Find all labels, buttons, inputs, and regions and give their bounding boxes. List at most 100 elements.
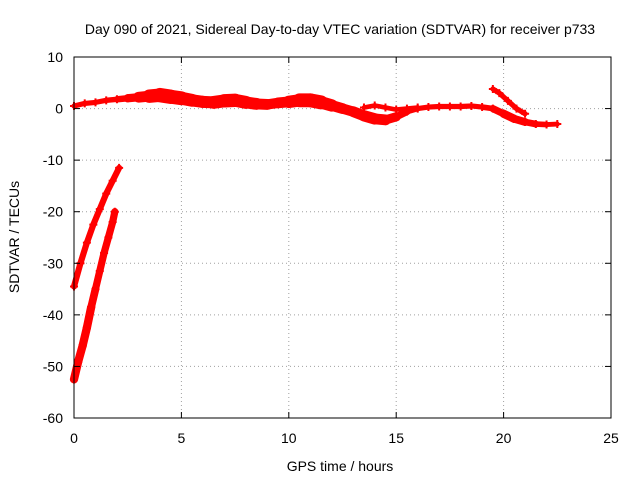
data-point	[295, 96, 304, 105]
data-point	[82, 323, 91, 332]
data-point	[402, 104, 411, 113]
plot-frame	[73, 56, 612, 419]
y-tick-label: -10	[43, 152, 63, 168]
data-point	[370, 114, 379, 123]
data-point	[445, 102, 454, 111]
series-late-spike-branch	[488, 84, 530, 118]
data-point	[531, 120, 540, 129]
data-point	[231, 96, 240, 105]
data-point	[359, 103, 368, 112]
data-point	[115, 163, 124, 172]
data-point	[78, 341, 87, 350]
series-segment	[70, 260, 84, 290]
data-point	[370, 101, 379, 110]
data-point	[108, 218, 117, 227]
series-segment	[109, 164, 123, 184]
x-tick-label: 0	[70, 430, 78, 446]
data-point	[327, 101, 336, 110]
data-point	[467, 101, 476, 110]
x-tick-label: 25	[603, 430, 619, 446]
y-tick-label: -40	[43, 307, 63, 323]
data-point	[91, 98, 100, 107]
data-point	[95, 267, 104, 276]
x-tick-label: 15	[388, 430, 404, 446]
data-point	[155, 91, 164, 100]
y-tick-label: 10	[47, 49, 63, 65]
data-point	[284, 97, 293, 106]
trace-layer	[69, 84, 562, 384]
data-point	[241, 98, 250, 107]
data-point	[134, 93, 143, 102]
data-point	[488, 84, 497, 93]
data-point	[317, 98, 326, 107]
tick-layer	[73, 56, 612, 419]
data-point	[435, 102, 444, 111]
series-ramp-upper	[70, 163, 124, 291]
data-point	[220, 96, 229, 105]
data-point	[456, 102, 465, 111]
data-point	[95, 205, 104, 214]
data-point	[87, 303, 96, 312]
y-axis-title: SDTVAR / TECUs	[6, 181, 22, 293]
data-point	[112, 95, 121, 104]
data-point	[521, 109, 530, 118]
y-tick-label: -60	[43, 410, 63, 426]
x-tick-label: 20	[496, 430, 512, 446]
data-point	[102, 96, 111, 105]
data-point	[306, 96, 315, 105]
data-point	[102, 189, 111, 198]
data-point	[166, 92, 175, 101]
data-point	[495, 89, 504, 98]
data-point	[499, 109, 508, 118]
data-point	[512, 104, 521, 113]
data-point	[263, 100, 272, 109]
data-point	[89, 220, 98, 229]
data-point	[488, 104, 497, 113]
chart-title: Day 090 of 2021, Sidereal Day-to-day VTE…	[85, 21, 595, 37]
data-point	[82, 238, 91, 247]
data-point	[145, 92, 154, 101]
data-point	[108, 176, 117, 185]
data-point	[478, 103, 487, 112]
y-tick-label: -30	[43, 255, 63, 271]
data-point	[252, 99, 261, 108]
data-point	[209, 98, 218, 107]
data-point	[100, 248, 109, 257]
data-point	[553, 120, 562, 129]
series-segment	[83, 221, 97, 246]
data-point	[503, 96, 512, 105]
label-layer: 0 5 10 15 20 25 10 0 -10 -20 -30 -40 -50 -60	[43, 49, 619, 446]
x-tick-label: 10	[281, 430, 297, 446]
data-point	[510, 114, 519, 123]
data-point	[123, 94, 132, 103]
x-tick-label: 5	[178, 430, 186, 446]
data-point	[381, 103, 390, 112]
data-point	[359, 111, 368, 120]
data-point	[413, 103, 422, 112]
y-tick-label: -50	[43, 358, 63, 374]
data-point	[424, 103, 433, 112]
y-tick-label: 0	[55, 101, 63, 117]
data-point	[521, 117, 530, 126]
data-point	[381, 115, 390, 124]
series-main-band	[70, 87, 562, 129]
data-point	[177, 94, 186, 103]
y-tick-label: -20	[43, 204, 63, 220]
data-point	[80, 99, 89, 108]
series-segment	[77, 239, 90, 267]
data-point	[392, 112, 401, 121]
data-point	[392, 105, 401, 114]
x-axis-title: GPS time / hours	[287, 458, 394, 474]
data-point	[349, 107, 358, 116]
data-point	[74, 357, 83, 366]
data-point	[104, 233, 113, 242]
data-point	[274, 98, 283, 107]
data-point	[542, 120, 551, 129]
series-ramp-lower	[69, 207, 119, 384]
data-point	[91, 285, 100, 294]
data-point	[110, 207, 119, 216]
data-point	[188, 96, 197, 105]
series-upper-lower-branch	[359, 101, 422, 114]
